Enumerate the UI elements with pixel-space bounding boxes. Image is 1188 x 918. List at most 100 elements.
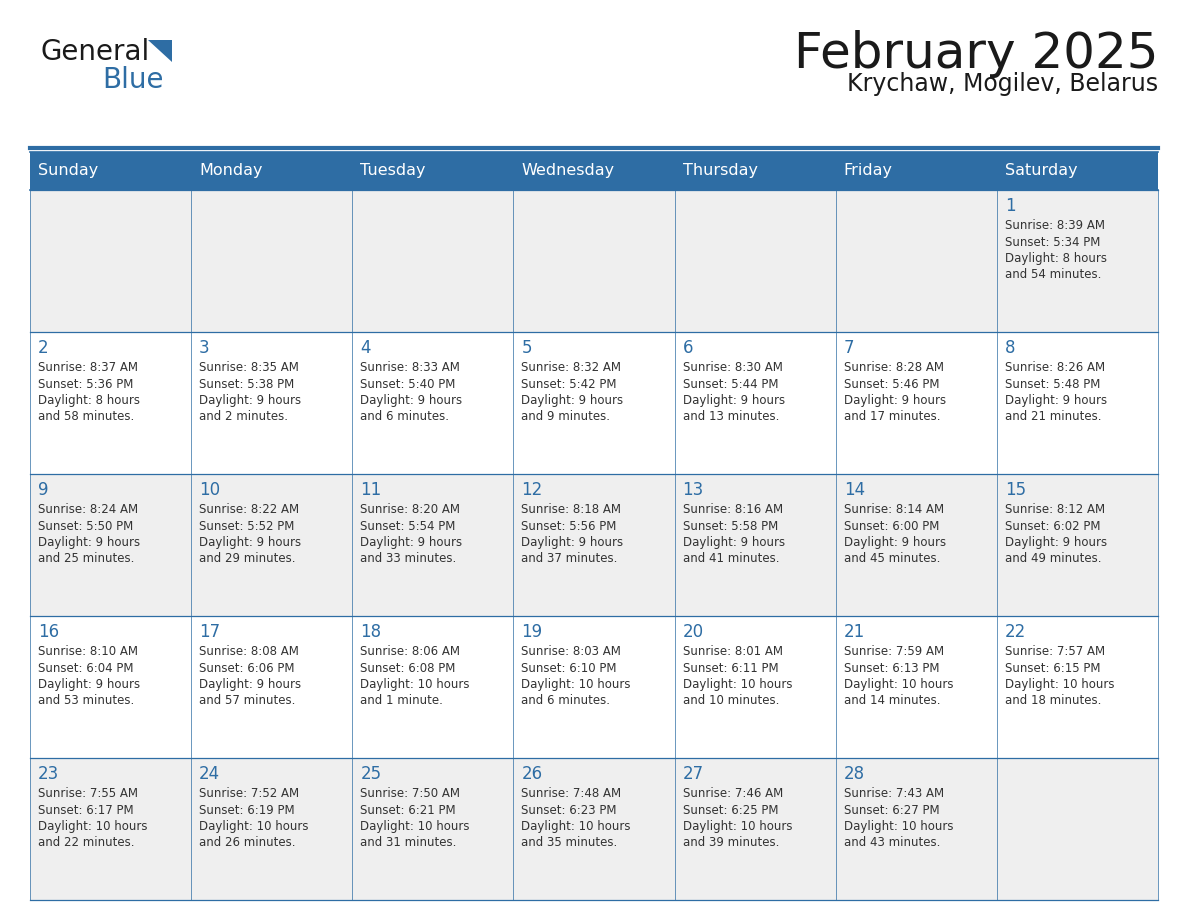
- Text: Sunrise: 8:20 AM: Sunrise: 8:20 AM: [360, 503, 460, 516]
- Text: Sunset: 6:06 PM: Sunset: 6:06 PM: [200, 662, 295, 675]
- Text: and 37 minutes.: and 37 minutes.: [522, 553, 618, 565]
- Text: Sunset: 5:46 PM: Sunset: 5:46 PM: [843, 377, 940, 390]
- Text: Sunrise: 8:18 AM: Sunrise: 8:18 AM: [522, 503, 621, 516]
- Text: and 22 minutes.: and 22 minutes.: [38, 836, 134, 849]
- Text: and 49 minutes.: and 49 minutes.: [1005, 553, 1101, 565]
- Bar: [30, 616, 191, 758]
- Text: 28: 28: [843, 765, 865, 783]
- Text: Daylight: 10 hours: Daylight: 10 hours: [360, 820, 469, 833]
- Text: Daylight: 10 hours: Daylight: 10 hours: [522, 820, 631, 833]
- Text: Sunset: 6:21 PM: Sunset: 6:21 PM: [360, 803, 456, 816]
- Text: Wednesday: Wednesday: [522, 163, 614, 178]
- Text: Daylight: 9 hours: Daylight: 9 hours: [843, 394, 946, 407]
- Text: and 29 minutes.: and 29 minutes.: [200, 553, 296, 565]
- Text: Sunset: 5:36 PM: Sunset: 5:36 PM: [38, 377, 133, 390]
- Text: and 54 minutes.: and 54 minutes.: [1005, 268, 1101, 282]
- Bar: [997, 474, 1158, 616]
- Text: Daylight: 9 hours: Daylight: 9 hours: [683, 536, 785, 549]
- Text: and 33 minutes.: and 33 minutes.: [360, 553, 456, 565]
- Text: Sunrise: 8:03 AM: Sunrise: 8:03 AM: [522, 645, 621, 658]
- Text: 20: 20: [683, 623, 703, 641]
- Text: Sunrise: 7:48 AM: Sunrise: 7:48 AM: [522, 787, 621, 800]
- Text: 7: 7: [843, 339, 854, 357]
- Text: 19: 19: [522, 623, 543, 641]
- Text: 18: 18: [360, 623, 381, 641]
- Text: Sunrise: 7:52 AM: Sunrise: 7:52 AM: [200, 787, 299, 800]
- Text: Daylight: 9 hours: Daylight: 9 hours: [1005, 394, 1107, 407]
- Text: 22: 22: [1005, 623, 1026, 641]
- Text: and 45 minutes.: and 45 minutes.: [843, 553, 940, 565]
- Text: 13: 13: [683, 481, 703, 499]
- Text: Daylight: 10 hours: Daylight: 10 hours: [360, 678, 469, 691]
- Text: Daylight: 9 hours: Daylight: 9 hours: [200, 678, 302, 691]
- Text: and 14 minutes.: and 14 minutes.: [843, 695, 940, 708]
- Text: and 26 minutes.: and 26 minutes.: [200, 836, 296, 849]
- Text: and 41 minutes.: and 41 minutes.: [683, 553, 779, 565]
- Text: and 58 minutes.: and 58 minutes.: [38, 410, 134, 423]
- Text: Sunset: 6:17 PM: Sunset: 6:17 PM: [38, 803, 133, 816]
- Polygon shape: [148, 40, 172, 62]
- Text: Sunset: 6:11 PM: Sunset: 6:11 PM: [683, 662, 778, 675]
- Text: Sunrise: 8:26 AM: Sunrise: 8:26 AM: [1005, 361, 1105, 374]
- Bar: [353, 190, 513, 332]
- Bar: [30, 758, 191, 900]
- Bar: [353, 474, 513, 616]
- Bar: [997, 758, 1158, 900]
- Bar: [353, 616, 513, 758]
- Text: 10: 10: [200, 481, 220, 499]
- Text: and 6 minutes.: and 6 minutes.: [360, 410, 449, 423]
- Text: 27: 27: [683, 765, 703, 783]
- Text: Sunrise: 7:59 AM: Sunrise: 7:59 AM: [843, 645, 943, 658]
- Text: Krychaw, Mogilev, Belarus: Krychaw, Mogilev, Belarus: [847, 72, 1158, 96]
- Text: Sunset: 6:02 PM: Sunset: 6:02 PM: [1005, 520, 1100, 532]
- Text: Sunset: 6:15 PM: Sunset: 6:15 PM: [1005, 662, 1100, 675]
- Text: and 9 minutes.: and 9 minutes.: [522, 410, 611, 423]
- Text: and 39 minutes.: and 39 minutes.: [683, 836, 779, 849]
- Text: Saturday: Saturday: [1005, 163, 1078, 178]
- Text: 17: 17: [200, 623, 220, 641]
- Text: Sunset: 6:25 PM: Sunset: 6:25 PM: [683, 803, 778, 816]
- Text: and 1 minute.: and 1 minute.: [360, 695, 443, 708]
- Text: Thursday: Thursday: [683, 163, 758, 178]
- Bar: [513, 332, 675, 474]
- Text: 23: 23: [38, 765, 59, 783]
- Text: Daylight: 10 hours: Daylight: 10 hours: [683, 678, 792, 691]
- Bar: [191, 758, 353, 900]
- Text: Sunrise: 8:39 AM: Sunrise: 8:39 AM: [1005, 219, 1105, 232]
- Text: Sunrise: 8:12 AM: Sunrise: 8:12 AM: [1005, 503, 1105, 516]
- Text: Sunset: 6:27 PM: Sunset: 6:27 PM: [843, 803, 940, 816]
- Text: General: General: [40, 38, 150, 66]
- Text: Sunset: 5:56 PM: Sunset: 5:56 PM: [522, 520, 617, 532]
- Text: Sunset: 6:08 PM: Sunset: 6:08 PM: [360, 662, 456, 675]
- Text: Sunset: 6:10 PM: Sunset: 6:10 PM: [522, 662, 617, 675]
- Bar: [30, 190, 191, 332]
- Text: Daylight: 9 hours: Daylight: 9 hours: [360, 536, 462, 549]
- Text: and 31 minutes.: and 31 minutes.: [360, 836, 456, 849]
- Text: Sunrise: 7:57 AM: Sunrise: 7:57 AM: [1005, 645, 1105, 658]
- Bar: [835, 474, 997, 616]
- Text: 9: 9: [38, 481, 49, 499]
- Text: Daylight: 9 hours: Daylight: 9 hours: [200, 536, 302, 549]
- Bar: [353, 332, 513, 474]
- Text: Daylight: 9 hours: Daylight: 9 hours: [200, 394, 302, 407]
- Text: 6: 6: [683, 339, 693, 357]
- Text: 5: 5: [522, 339, 532, 357]
- Text: Sunrise: 8:32 AM: Sunrise: 8:32 AM: [522, 361, 621, 374]
- Text: Daylight: 10 hours: Daylight: 10 hours: [522, 678, 631, 691]
- Bar: [675, 616, 835, 758]
- Text: Daylight: 9 hours: Daylight: 9 hours: [38, 678, 140, 691]
- Text: Sunset: 5:58 PM: Sunset: 5:58 PM: [683, 520, 778, 532]
- Text: Sunset: 5:34 PM: Sunset: 5:34 PM: [1005, 236, 1100, 249]
- Text: Daylight: 9 hours: Daylight: 9 hours: [683, 394, 785, 407]
- Text: Daylight: 9 hours: Daylight: 9 hours: [843, 536, 946, 549]
- Text: Daylight: 8 hours: Daylight: 8 hours: [1005, 252, 1107, 265]
- Text: Daylight: 9 hours: Daylight: 9 hours: [360, 394, 462, 407]
- Text: 14: 14: [843, 481, 865, 499]
- Bar: [513, 190, 675, 332]
- Bar: [835, 616, 997, 758]
- Bar: [191, 332, 353, 474]
- Text: Sunrise: 7:46 AM: Sunrise: 7:46 AM: [683, 787, 783, 800]
- Text: Daylight: 10 hours: Daylight: 10 hours: [843, 820, 953, 833]
- Bar: [191, 190, 353, 332]
- Text: 2: 2: [38, 339, 49, 357]
